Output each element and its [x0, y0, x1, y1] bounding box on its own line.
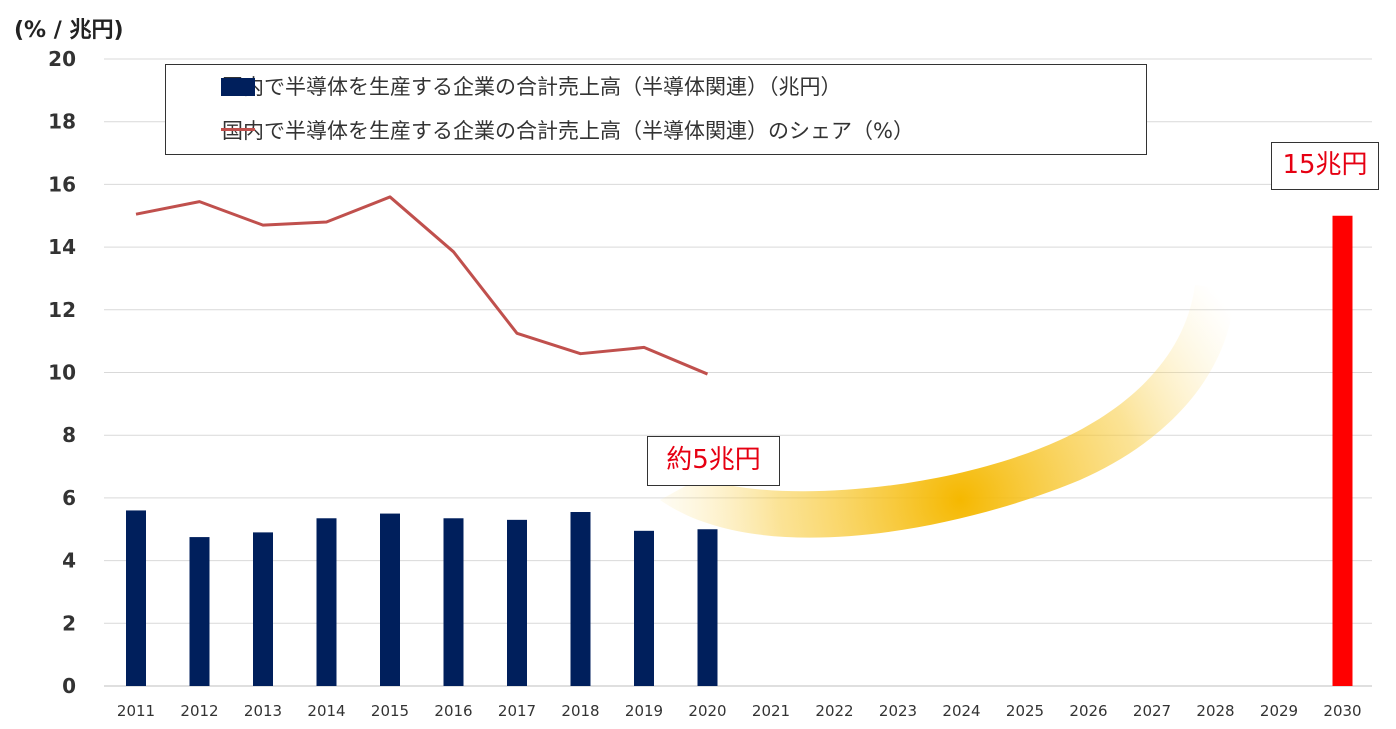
y-tick-label: 18 — [48, 110, 76, 134]
x-tick-label: 2011 — [117, 702, 155, 720]
x-tick-label: 2014 — [307, 702, 345, 720]
x-tick-label: 2020 — [688, 702, 726, 720]
y-tick-label: 10 — [48, 361, 76, 385]
growth-arrow — [660, 285, 1235, 538]
x-tick-label: 2018 — [561, 702, 599, 720]
bar — [443, 518, 464, 686]
x-tick-label: 2017 — [498, 702, 536, 720]
y-tick-label: 0 — [62, 674, 76, 698]
x-axis-ticks: 2011 2012 2013 2014 2015 2016 2017 2018 2019 2020… — [117, 702, 1362, 720]
x-tick-label: 2015 — [371, 702, 409, 720]
y-tick-label: 4 — [62, 549, 76, 573]
bar — [634, 530, 654, 686]
legend: 国内で半導体を生産する企業の合計売上高（半導体関連）（兆円） 国内で半導体を生産… — [165, 64, 1147, 155]
gridlines — [104, 58, 1372, 687]
bar — [253, 532, 273, 686]
y-tick-label: 20 — [48, 47, 76, 71]
x-tick-label: 2029 — [1260, 702, 1298, 720]
share-line — [135, 195, 709, 376]
x-tick-label: 2028 — [1196, 702, 1234, 720]
x-tick-label: 2019 — [625, 702, 663, 720]
line-series — [135, 195, 709, 376]
legend-label-bars: 国内で半導体を生産する企業の合計売上高（半導体関連）（兆円） — [222, 75, 842, 99]
y-axis-ticks: 0 2 4 6 8 10 12 14 16 18 20 — [48, 47, 76, 698]
bar — [189, 537, 210, 686]
bar-series — [126, 215, 1353, 686]
y-tick-label: 2 — [62, 611, 76, 635]
x-tick-label: 2023 — [879, 702, 917, 720]
bar — [1332, 215, 1353, 686]
x-tick-label: 2025 — [1006, 702, 1044, 720]
x-tick-label: 2022 — [815, 702, 853, 720]
bar — [570, 512, 591, 686]
x-tick-label: 2012 — [180, 702, 218, 720]
bar — [316, 518, 337, 686]
callout-2020-value: 約5兆円 — [647, 436, 780, 486]
x-tick-label: 2030 — [1323, 702, 1361, 720]
y-tick-label: 14 — [48, 235, 76, 259]
legend-swatch-bars — [221, 78, 255, 96]
x-tick-label: 2024 — [942, 702, 980, 720]
x-tick-label: 2013 — [244, 702, 282, 720]
x-tick-label: 2016 — [434, 702, 472, 720]
y-tick-label: 6 — [62, 486, 76, 510]
x-tick-label: 2026 — [1069, 702, 1107, 720]
y-tick-label: 16 — [48, 172, 76, 196]
bar — [697, 529, 718, 686]
y-tick-label: 12 — [48, 298, 76, 322]
callout-2030-value: 15兆円 — [1271, 142, 1379, 190]
legend-swatch-line — [221, 128, 255, 131]
bar — [380, 513, 400, 686]
unit-label: (% / 兆円) — [14, 18, 124, 43]
bar — [507, 519, 527, 686]
growth-arrow-body — [660, 285, 1235, 538]
bar — [126, 510, 146, 686]
x-tick-label: 2027 — [1133, 702, 1171, 720]
y-tick-label: 8 — [62, 423, 76, 447]
legend-label-line: 国内で半導体を生産する企業の合計売上高（半導体関連）のシェア（%） — [222, 119, 914, 143]
x-tick-label: 2021 — [752, 702, 790, 720]
